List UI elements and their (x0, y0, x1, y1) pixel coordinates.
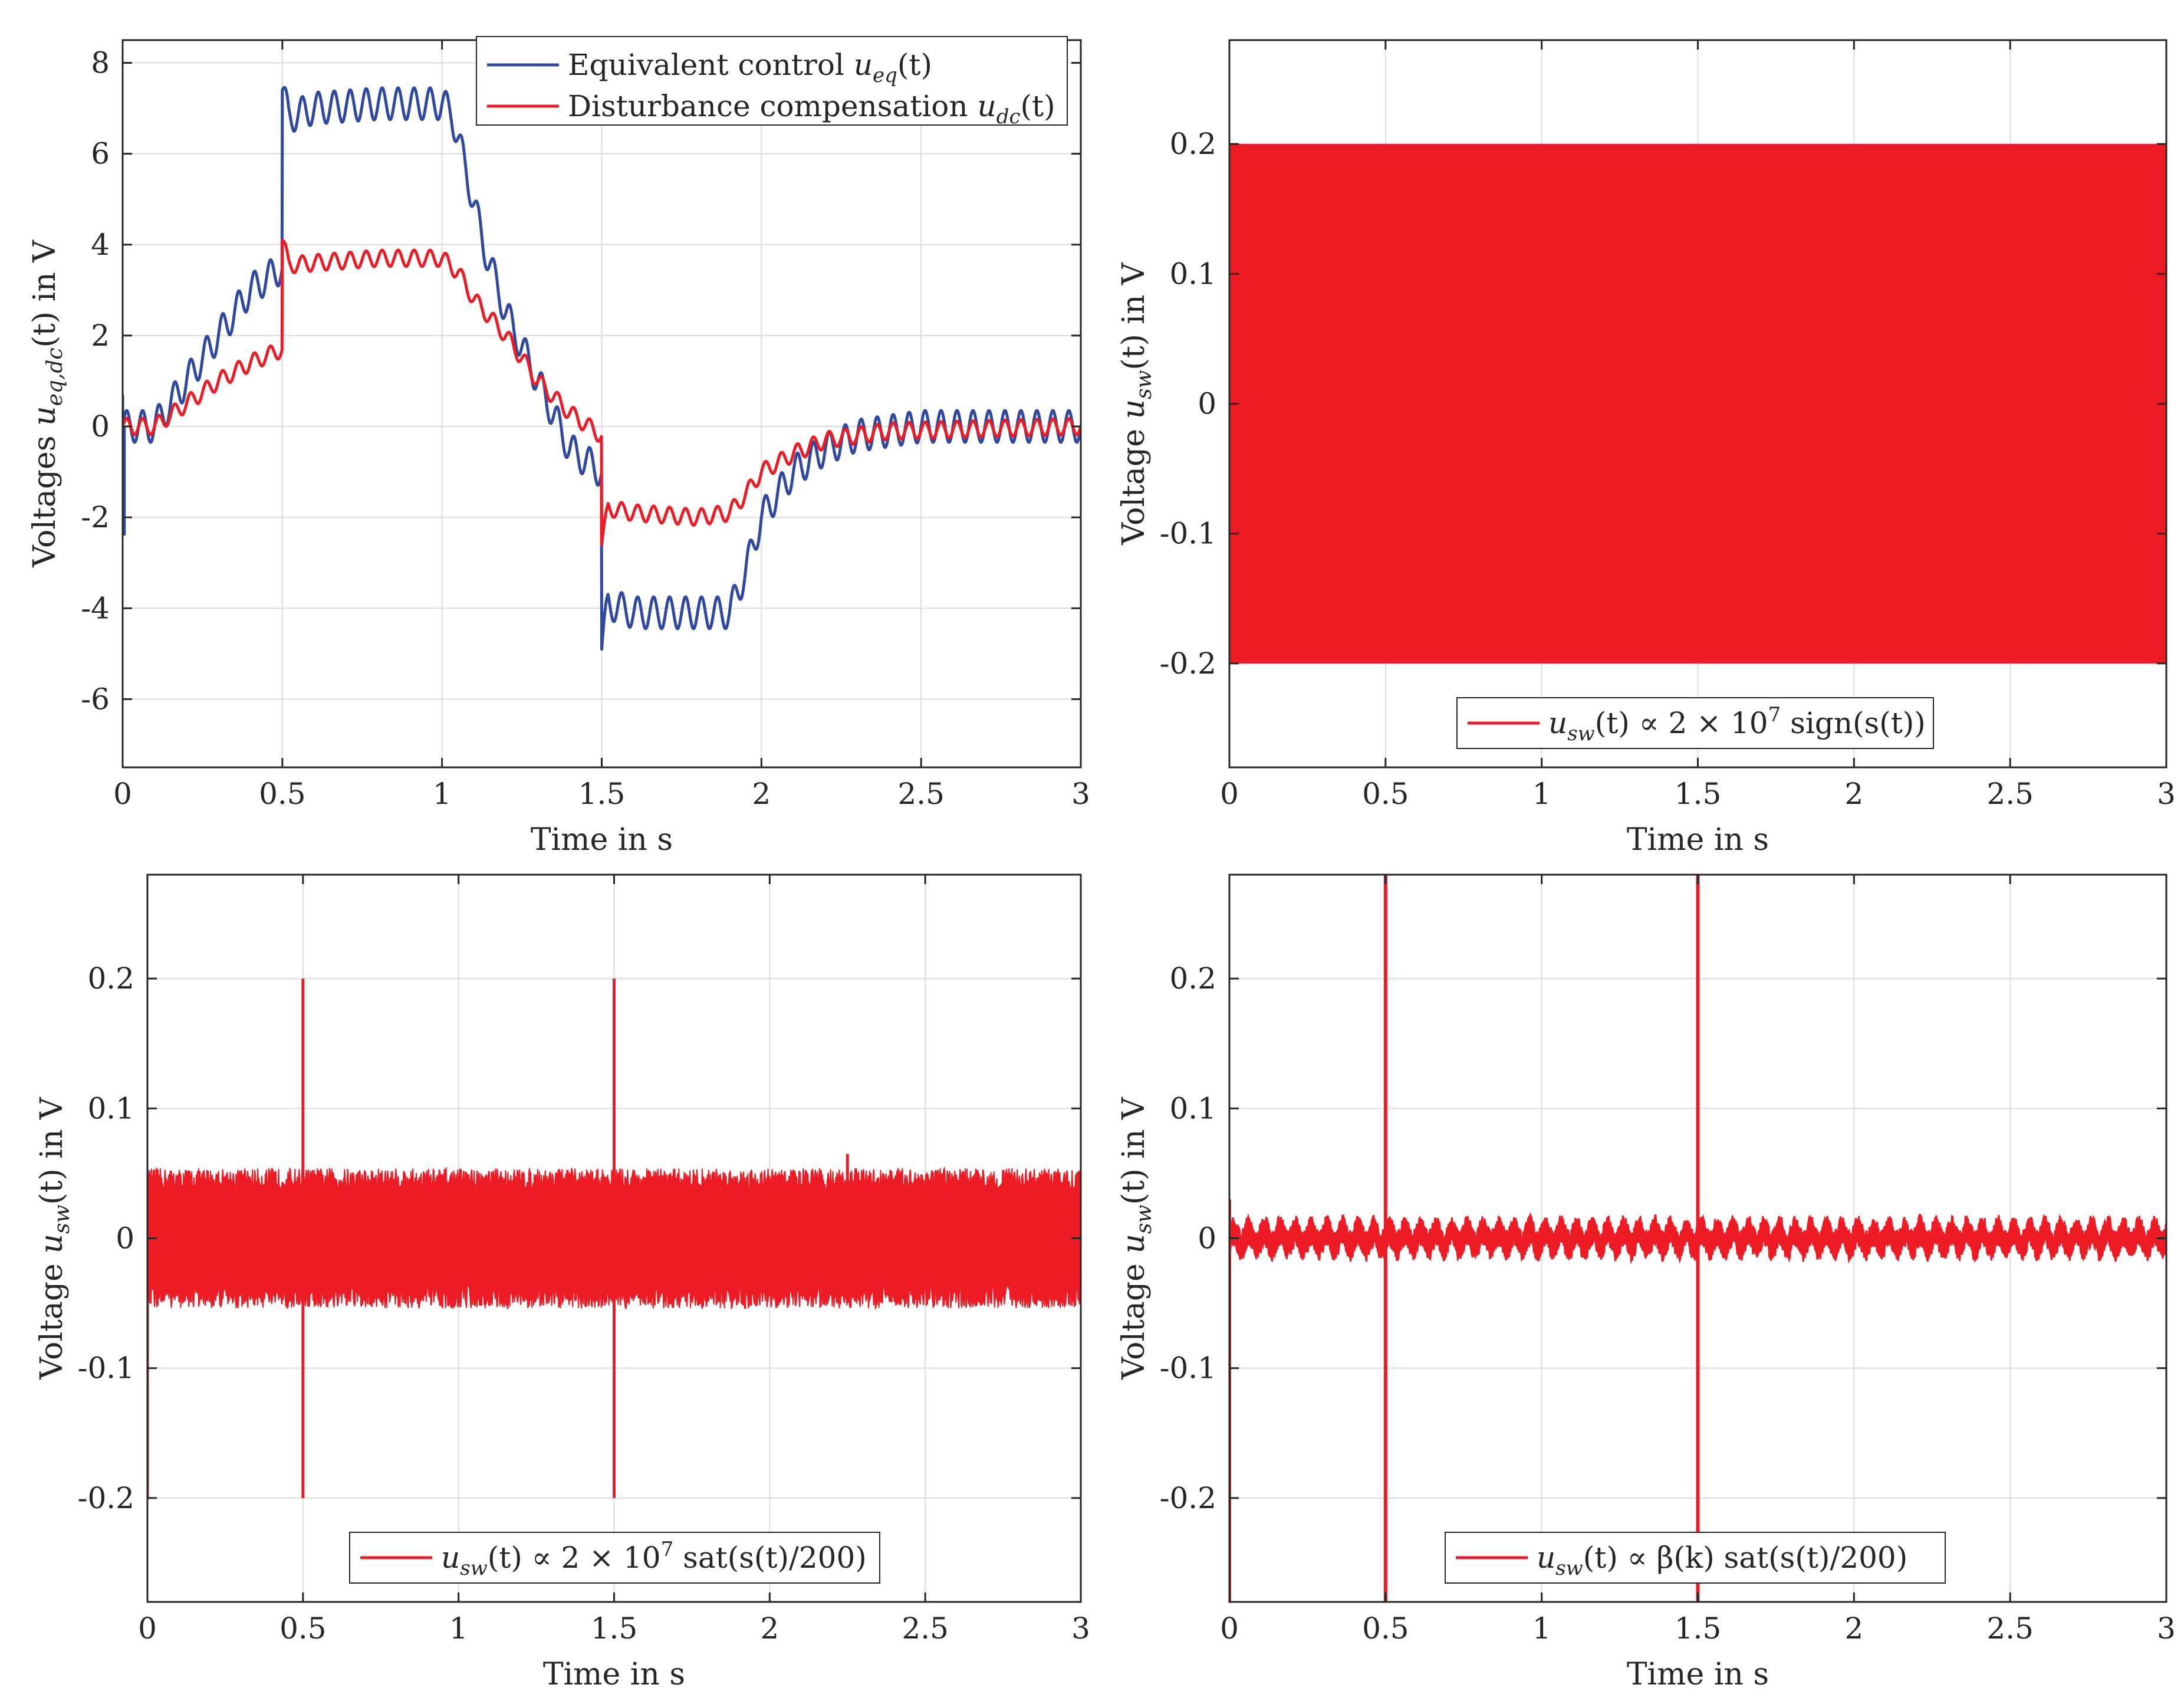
y-tick-label: -2 (81, 500, 110, 534)
x-tick-label: 3 (1071, 777, 1090, 811)
y-tick-label: 0.2 (87, 961, 134, 996)
y-tick-label: -0.1 (1160, 1351, 1216, 1385)
x-tick-label: 2 (1844, 777, 1863, 811)
x-axis-label: Time in s (531, 822, 673, 858)
legend-entry: Disturbance compensation udc(t) (568, 89, 1055, 129)
legend-entry: usw(t) ∝ 2 × 107 sign(s(t)) (1548, 703, 1926, 746)
y-tick-label: 0 (1198, 387, 1216, 421)
x-axis-label: Time in s (1627, 822, 1769, 858)
legend: usw(t) ∝ 2 × 107 sat(s(t)/200) (349, 1532, 880, 1584)
legend-entry: usw(t) ∝ β(k) sat(s(t)/200) (1537, 1541, 1907, 1580)
x-tick-label: 2.5 (897, 777, 945, 811)
series-p2-0-band (1229, 144, 2166, 664)
y-tick-label: 2 (91, 318, 110, 353)
y-tick-label: 4 (91, 228, 110, 262)
x-tick-label: 0.5 (279, 1611, 327, 1646)
y-tick-label: 0.1 (87, 1091, 134, 1125)
x-tick-label: 0.5 (1362, 777, 1409, 811)
legend-box (476, 36, 1068, 126)
x-tick-label: 0.5 (1362, 1611, 1409, 1646)
x-tick-label: 1 (1532, 1611, 1551, 1646)
y-tick-label: 0 (91, 409, 110, 444)
y-tick-label: 0 (116, 1221, 134, 1256)
x-tick-label: 2.5 (1986, 1611, 2034, 1646)
y-tick-label: 0.1 (1169, 1091, 1216, 1125)
legend: Equivalent control ueq(t)Disturbance com… (476, 36, 1068, 129)
legend-box (349, 1532, 880, 1584)
series-group (147, 978, 1081, 1498)
x-tick-label: 1.5 (1675, 1611, 1722, 1646)
y-tick-label: 0.1 (1169, 257, 1216, 291)
y-axis-label: Voltage usw(t) in V (1116, 262, 1156, 546)
x-tick-label: 2 (1844, 1611, 1863, 1646)
legend-entry: usw(t) ∝ 2 × 107 sat(s(t)/200) (441, 1538, 867, 1580)
legend: usw(t) ∝ β(k) sat(s(t)/200) (1445, 1532, 1946, 1584)
x-tick-label: 2.5 (902, 1611, 949, 1646)
x-tick-label: 0 (1220, 777, 1239, 811)
x-tick-label: 3 (2157, 777, 2176, 811)
y-axis-label: Voltage usw(t) in V (1116, 1096, 1156, 1380)
x-tick-label: 1 (1532, 777, 1551, 811)
x-tick-label: 0 (113, 777, 132, 811)
y-tick-label: -4 (81, 591, 110, 625)
x-tick-label: 1.5 (578, 777, 626, 811)
chart-p1: 0 0.5 1 1.5 2 2.5 3 -6 -4 -2 0 2 4 6 8 Time in s Voltage… (27, 36, 1090, 858)
chart-p3: 0 0.5 1 1.5 2 2.5 3 -0.2 -0.1 0 0.1 0.2 Time in s Vol… (34, 874, 1090, 1692)
series-group (1229, 144, 2166, 664)
x-tick-label: 0.5 (259, 777, 306, 811)
y-tick-label: -0.1 (78, 1351, 134, 1385)
chart-p2: 0 0.5 1 1.5 2 2.5 3 -0.2 -0.1 0 0.1 0.2 Time in s Vol… (1116, 39, 2176, 858)
x-tick-label: 3 (1071, 1611, 1090, 1646)
legend: usw(t) ∝ 2 × 107 sign(s(t)) (1456, 697, 1934, 749)
series-p1-1-line (123, 238, 1081, 546)
y-tick-label: -0.2 (1160, 1481, 1216, 1515)
y-tick-label: -0.2 (78, 1481, 134, 1515)
x-tick-label: 3 (2157, 1611, 2176, 1646)
y-tick-label: 0 (1198, 1221, 1216, 1256)
x-tick-label: 2 (752, 777, 771, 811)
y-tick-label: 8 (91, 46, 110, 80)
x-axis-label: Time in s (1627, 1657, 1769, 1692)
y-tick-label: 0.2 (1169, 961, 1216, 996)
legend-entry: Equivalent control ueq(t) (568, 48, 932, 87)
x-axis-label: Time in s (543, 1657, 685, 1692)
x-tick-label: 2.5 (1986, 777, 2034, 811)
x-tick-label: 1 (433, 777, 452, 811)
x-tick-label: 1.5 (591, 1611, 638, 1646)
y-tick-label: -0.1 (1160, 517, 1216, 551)
y-tick-label: -6 (81, 682, 110, 716)
chart-p4: 0 0.5 1 1.5 2 2.5 3 -0.2 -0.1 0 0.1 0.2 Time in s Vol… (1116, 874, 2176, 1692)
x-tick-label: 1 (449, 1611, 468, 1646)
y-tick-label: 0.2 (1169, 127, 1216, 161)
y-axis-label: Voltages ueq,dc(t) in V (27, 239, 67, 568)
y-axis-label: Voltage usw(t) in V (34, 1096, 74, 1380)
x-tick-label: 2 (760, 1611, 779, 1646)
y-tick-label: -0.2 (1160, 646, 1216, 681)
y-tick-label: 6 (91, 137, 110, 171)
x-tick-label: 0 (1220, 1611, 1239, 1646)
legend-box (1445, 1532, 1946, 1584)
x-tick-label: 0 (138, 1611, 157, 1646)
x-tick-label: 1.5 (1675, 777, 1722, 811)
